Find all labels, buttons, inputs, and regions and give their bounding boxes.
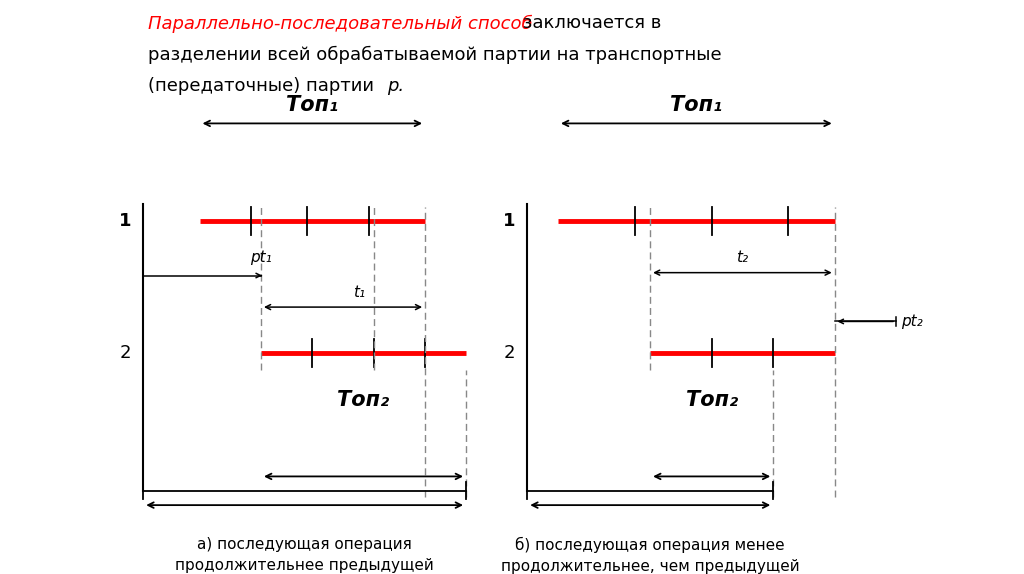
Text: 1: 1 [119, 212, 131, 230]
Text: pt₁: pt₁ [250, 250, 271, 265]
Text: pt₂: pt₂ [901, 314, 923, 329]
Text: Топ₂: Топ₂ [686, 390, 737, 410]
Text: 1: 1 [503, 212, 515, 230]
Text: t₁: t₁ [353, 285, 366, 300]
Text: Параллельно-последовательный способ: Параллельно-последовательный способ [148, 14, 534, 33]
Text: Топ₁: Топ₁ [287, 95, 338, 115]
Text: t₂: t₂ [736, 250, 749, 265]
Text: Топ₁: Топ₁ [671, 95, 722, 115]
Text: разделении всей обрабатываемой партии на транспортные: разделении всей обрабатываемой партии на… [148, 46, 722, 64]
Text: р.: р. [387, 77, 404, 95]
Text: 2: 2 [504, 344, 515, 362]
Text: (передаточные) партии: (передаточные) партии [148, 77, 380, 95]
Text: 2: 2 [120, 344, 131, 362]
Text: а) последующая операция
продолжительнее предыдущей: а) последующая операция продолжительнее … [175, 537, 434, 573]
Text: б) последующая операция менее
продолжительнее, чем предыдущей: б) последующая операция менее продолжите… [501, 537, 800, 574]
Text: заключается в: заключается в [517, 14, 662, 32]
Text: Параллельно-последовательный способ заключается в: Параллельно-последовательный способ закл… [148, 14, 678, 33]
Text: Топ₂: Топ₂ [338, 390, 389, 410]
